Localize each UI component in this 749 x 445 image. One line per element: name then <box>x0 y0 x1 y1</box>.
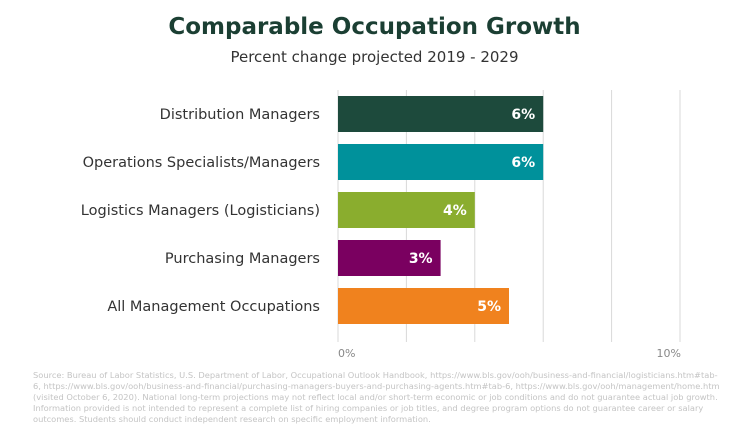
bar <box>338 288 509 324</box>
bar-chart: Distribution Managers 6% Operations Specia… <box>81 90 681 360</box>
data-label: 4% <box>443 203 467 219</box>
data-label: 5% <box>477 299 501 315</box>
bar <box>338 240 441 276</box>
bar <box>338 192 475 228</box>
category-label: All Management Occupations <box>107 299 320 315</box>
category-label: Logistics Managers (Logisticians) <box>81 203 320 219</box>
data-label: 6% <box>511 155 535 171</box>
data-label: 3% <box>409 251 433 267</box>
data-label: 6% <box>511 107 535 123</box>
chart-title: Comparable Occupation Growth <box>168 14 581 40</box>
category-label: Purchasing Managers <box>165 251 320 267</box>
bar <box>338 96 544 132</box>
category-label: Distribution Managers <box>160 107 320 123</box>
category-label: Operations Specialists/Managers <box>83 155 320 171</box>
bar <box>338 144 544 180</box>
source-note: Source: Bureau of Labor Statistics, U.S.… <box>33 370 720 424</box>
chart-subtitle: Percent change projected 2019 - 2029 <box>230 48 519 66</box>
x-tick-label: 0% <box>338 347 355 360</box>
x-tick-label: 10% <box>657 347 681 360</box>
